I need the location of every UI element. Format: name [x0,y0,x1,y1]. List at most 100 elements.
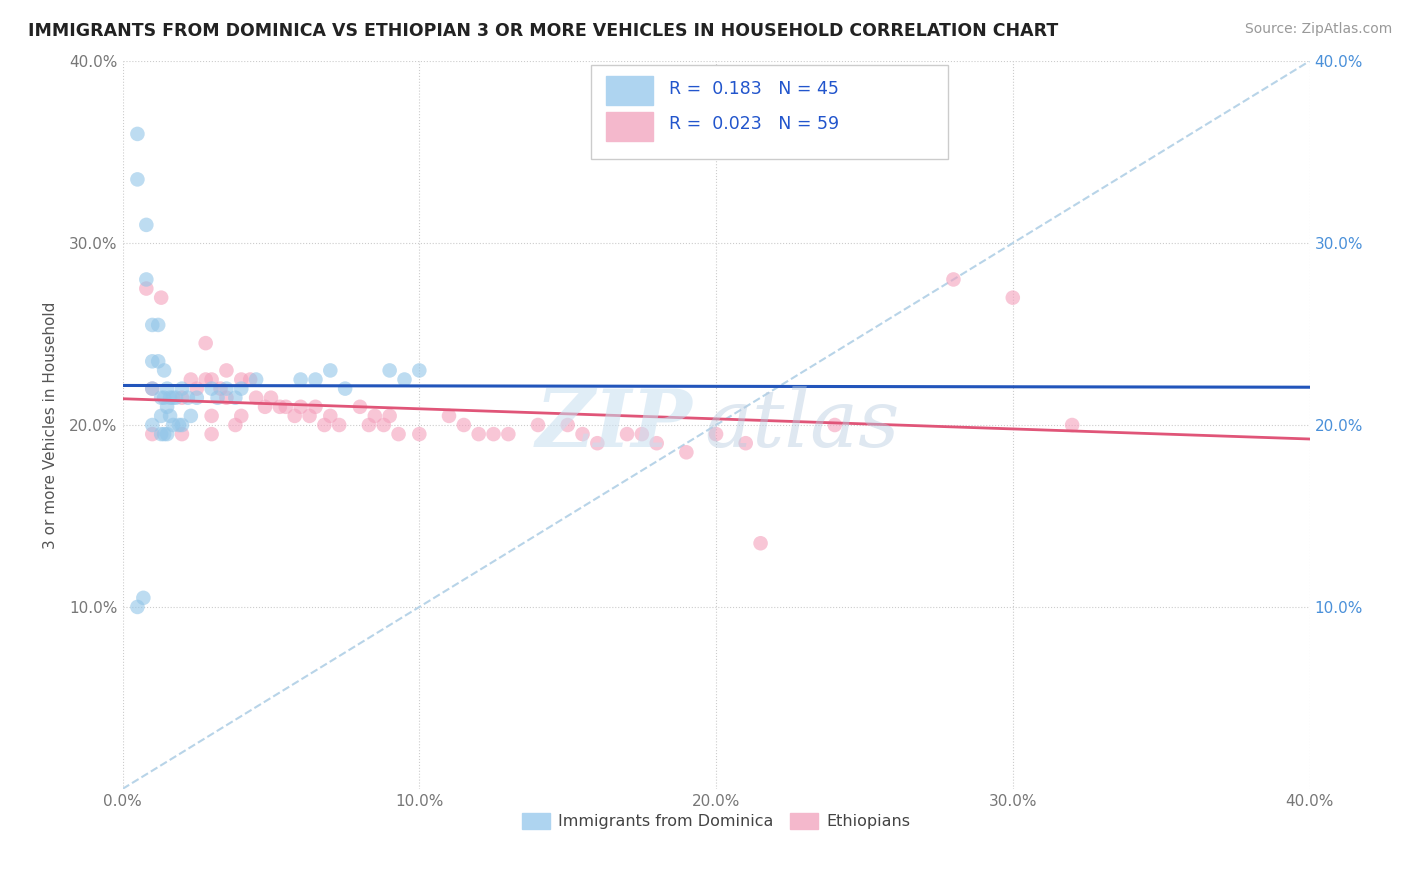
Point [631,427,654,442]
Point [148,318,170,332]
Text: Source: ZipAtlas.com: Source: ZipAtlas.com [1244,22,1392,37]
Point [645,436,668,450]
Point [141,427,163,442]
Point [357,417,380,432]
Point [132,591,155,605]
Text: R =  0.023   N = 59: R = 0.023 N = 59 [669,115,839,134]
Point [150,427,173,442]
Point [304,400,326,414]
Point [284,409,307,423]
Point [215,382,238,396]
Point [153,391,176,405]
Point [394,372,416,386]
Point [704,427,727,442]
Point [231,382,253,396]
Point [675,445,697,459]
Point [942,272,965,286]
Point [260,391,283,405]
Point [170,391,193,405]
Point [156,427,179,442]
Point [437,409,460,423]
Point [298,409,321,423]
Bar [606,76,654,104]
Point [290,400,312,414]
Point [150,409,173,423]
Point [177,391,200,405]
Point [231,372,253,386]
Point [201,372,224,386]
Point [467,427,489,442]
Point [290,372,312,386]
Point [165,391,187,405]
Point [453,417,475,432]
Text: ZIP: ZIP [536,386,692,464]
Point [364,409,387,423]
Point [482,427,505,442]
Point [127,599,149,614]
Point [153,363,176,377]
Point [127,172,149,186]
Point [387,427,409,442]
Point [209,382,232,396]
Point [153,427,176,442]
Point [378,363,401,377]
Point [186,391,208,405]
Point [156,400,179,414]
Point [141,382,163,396]
Point [1062,417,1084,432]
Point [749,536,772,550]
Point [135,218,157,232]
Point [215,391,238,405]
Point [224,417,246,432]
Point [527,417,550,432]
Point [135,272,157,286]
Point [349,400,371,414]
Point [194,372,217,386]
Point [231,409,253,423]
Point [824,417,846,432]
Point [253,400,276,414]
Point [150,291,173,305]
Point [141,382,163,396]
Point [408,427,430,442]
Y-axis label: 3 or more Vehicles in Household: 3 or more Vehicles in Household [44,301,58,549]
Point [239,372,262,386]
Legend: Immigrants from Dominica, Ethiopians: Immigrants from Dominica, Ethiopians [515,806,917,836]
Point [167,417,190,432]
Point [734,436,756,450]
Point [201,382,224,396]
Point [586,436,609,450]
FancyBboxPatch shape [592,65,948,160]
Point [207,391,229,405]
Point [373,417,395,432]
Point [333,382,356,396]
Point [162,391,184,405]
Point [159,391,181,405]
Text: atlas: atlas [704,386,900,464]
Point [224,391,246,405]
Point [141,318,163,332]
Point [170,427,193,442]
Point [304,372,326,386]
Point [269,400,291,414]
Point [180,372,202,386]
Point [245,372,267,386]
Text: IMMIGRANTS FROM DOMINICA VS ETHIOPIAN 3 OR MORE VEHICLES IN HOUSEHOLD CORRELATIO: IMMIGRANTS FROM DOMINICA VS ETHIOPIAN 3 … [28,22,1059,40]
Point [180,409,202,423]
Point [127,127,149,141]
Point [616,427,638,442]
Point [141,354,163,368]
Point [274,400,297,414]
Point [245,391,267,405]
Point [186,382,208,396]
Bar [606,112,654,141]
Point [159,409,181,423]
Point [150,391,173,405]
Text: R =  0.183   N = 45: R = 0.183 N = 45 [669,79,838,98]
Point [170,382,193,396]
Point [148,354,170,368]
Point [571,427,593,442]
Point [557,417,579,432]
Point [319,409,342,423]
Point [378,409,401,423]
